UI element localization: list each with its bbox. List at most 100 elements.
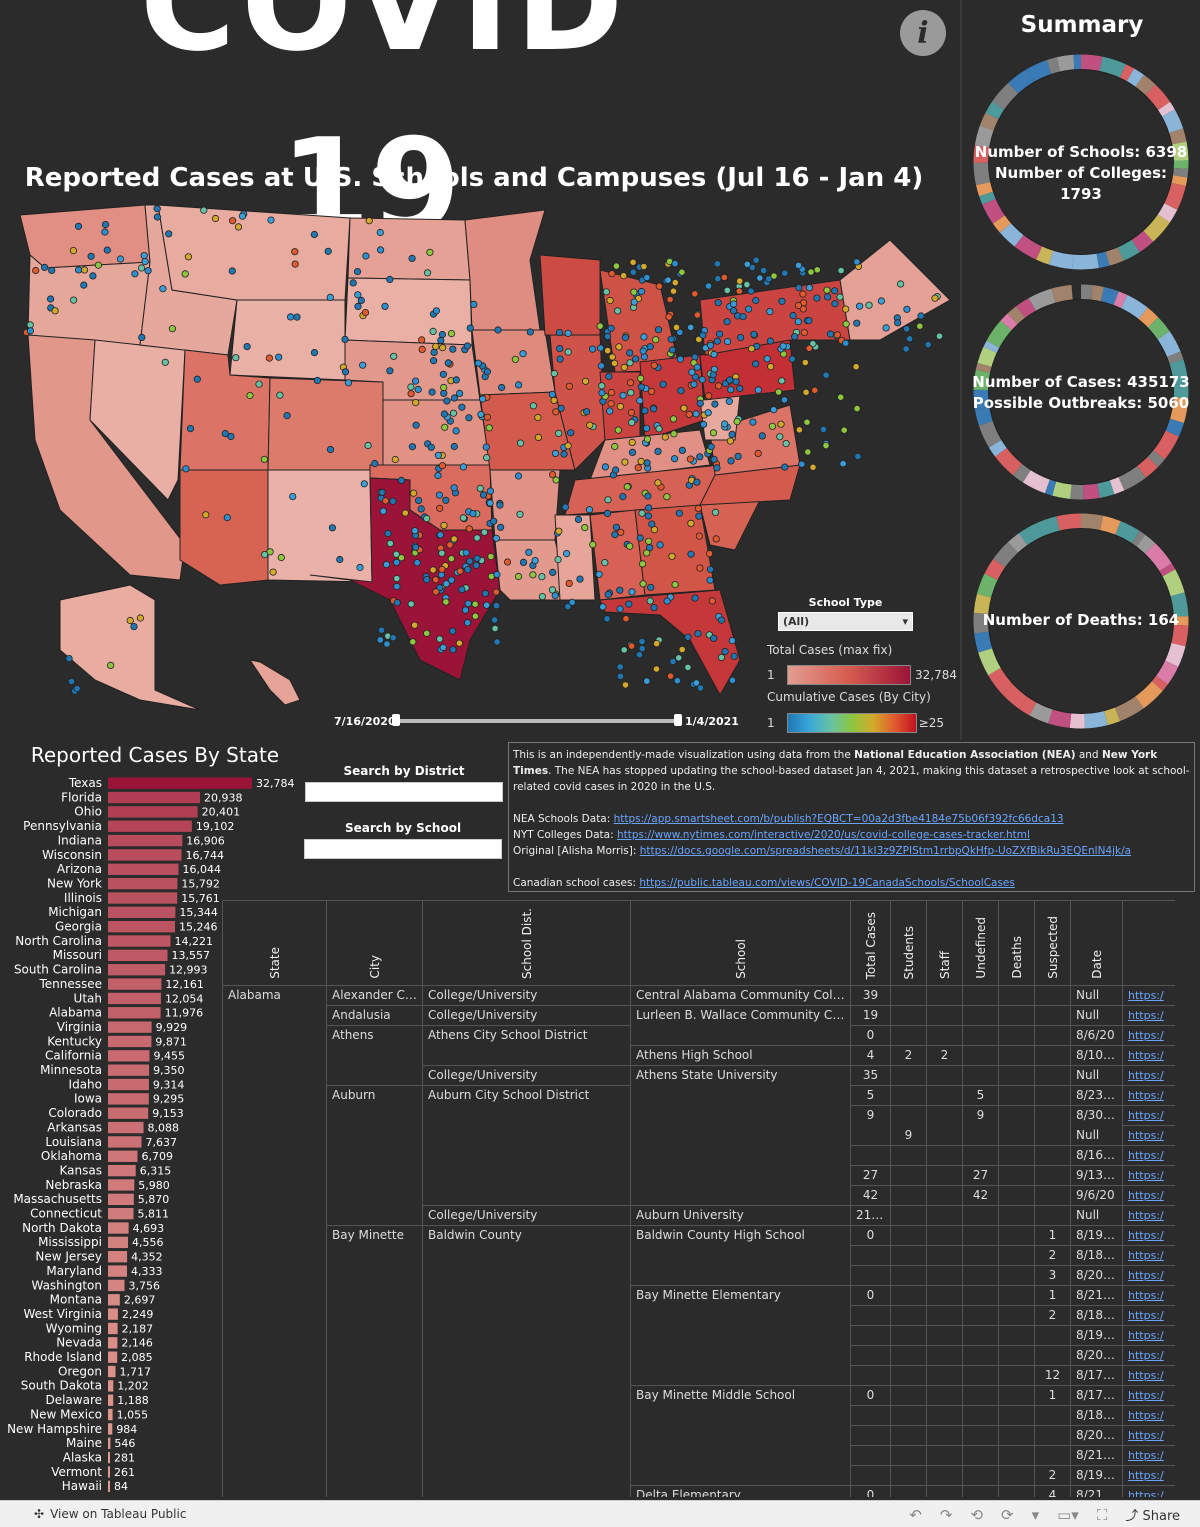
city-dot[interactable] (621, 333, 630, 342)
city-dot[interactable] (389, 497, 397, 505)
cell-source-link[interactable]: https:/ (1122, 1445, 1175, 1466)
city-dot[interactable] (693, 311, 702, 319)
city-dot[interactable] (692, 410, 700, 418)
city-dot[interactable] (794, 301, 803, 310)
city-dot[interactable] (621, 681, 630, 689)
city-dot[interactable] (371, 459, 379, 468)
city-dot[interactable] (444, 359, 452, 367)
city-dot[interactable] (795, 284, 803, 292)
city-dot[interactable] (466, 557, 474, 565)
city-dot[interactable] (392, 550, 400, 558)
city-dot[interactable] (706, 576, 714, 584)
city-dot[interactable] (693, 363, 701, 371)
city-dot[interactable] (138, 333, 146, 341)
donut-segment[interactable] (1014, 234, 1043, 260)
city-dot[interactable] (709, 371, 717, 379)
donut-segment[interactable] (1162, 569, 1185, 597)
city-dot[interactable] (598, 382, 606, 390)
city-dot[interactable] (447, 329, 456, 338)
table-row[interactable]: 42 42 9/6/20 https:/ (222, 1185, 1175, 1206)
city-dot[interactable] (32, 266, 40, 275)
city-dot[interactable] (221, 429, 229, 438)
city-dot[interactable] (344, 379, 353, 387)
donut-segment[interactable] (974, 631, 993, 653)
city-dot[interactable] (730, 652, 738, 660)
city-dot[interactable] (935, 332, 944, 340)
city-dot[interactable] (751, 360, 760, 368)
city-dot[interactable] (706, 565, 715, 573)
city-dot[interactable] (768, 422, 777, 430)
city-dot[interactable] (383, 640, 391, 648)
city-dot[interactable] (492, 534, 500, 542)
city-dot[interactable] (606, 407, 614, 415)
table-row[interactable]: Delta Elementary 0 4 8/21/20 https:/ (222, 1485, 1175, 1497)
city-dot[interactable] (447, 555, 455, 563)
donut-segment[interactable] (1046, 57, 1061, 75)
city-dot[interactable] (432, 307, 440, 315)
donut-segment[interactable] (1134, 680, 1163, 709)
city-dot[interactable] (803, 418, 811, 426)
city-dot[interactable] (685, 410, 693, 418)
city-dot[interactable] (519, 350, 527, 358)
city-dot[interactable] (202, 511, 210, 519)
state-bar[interactable] (108, 1136, 142, 1148)
table-row[interactable]: Athens High School 4 2 2 8/10/20 https:/ (222, 1045, 1175, 1066)
city-dot[interactable] (794, 318, 802, 326)
city-dot[interactable] (450, 442, 458, 451)
city-dot[interactable] (743, 260, 751, 268)
city-dot[interactable] (616, 402, 625, 411)
city-dot[interactable] (684, 633, 692, 641)
cell-source-link[interactable]: https:/ (1122, 1145, 1175, 1166)
city-dot[interactable] (690, 380, 698, 388)
donut-segment[interactable] (988, 439, 1008, 457)
city-dot[interactable] (497, 383, 506, 392)
state-bar[interactable] (108, 777, 252, 789)
donut-segment[interactable] (1056, 513, 1082, 531)
city-dot[interactable] (643, 273, 651, 282)
state-bar[interactable] (108, 1208, 134, 1220)
donut-segment[interactable] (1113, 291, 1128, 309)
city-dot[interactable] (637, 287, 646, 296)
city-dot[interactable] (596, 344, 605, 352)
city-dot[interactable] (598, 389, 606, 397)
city-dot[interactable] (414, 496, 423, 505)
city-dot[interactable] (667, 335, 675, 343)
city-dot[interactable] (673, 677, 682, 685)
cell-source-link[interactable]: https:/ (1122, 1465, 1175, 1486)
city-dot[interactable] (652, 336, 660, 344)
city-dot[interactable] (516, 439, 525, 447)
cell-source-link[interactable]: https:/ (1122, 1205, 1175, 1226)
fullscreen-icon[interactable]: ⛶ (1096, 1505, 1108, 1524)
city-dot[interactable] (357, 296, 365, 304)
city-dot[interactable] (581, 523, 589, 532)
city-dot[interactable] (706, 341, 715, 349)
city-dot[interactable] (414, 385, 422, 394)
city-dot[interactable] (432, 342, 440, 350)
donut-segment[interactable] (1168, 128, 1187, 145)
city-dot[interactable] (377, 626, 386, 634)
city-dot[interactable] (529, 402, 538, 410)
city-dot[interactable] (732, 378, 740, 386)
city-dot[interactable] (619, 272, 628, 280)
city-dot[interactable] (423, 575, 431, 584)
nyt-link[interactable]: https://www.nytimes.com/interactive/2020… (616, 829, 1030, 841)
orig-link[interactable]: https://docs.google.com/spreadsheets/d/1… (639, 845, 1132, 857)
city-dot[interactable] (602, 288, 611, 296)
city-dot[interactable] (438, 565, 446, 573)
state-bar[interactable] (108, 992, 161, 1005)
state-bar[interactable] (108, 1164, 136, 1177)
city-dot[interactable] (389, 634, 397, 642)
donut-segment[interactable] (1036, 516, 1061, 537)
city-dot[interactable] (902, 325, 911, 333)
state-bar[interactable] (108, 949, 168, 962)
donut-segment[interactable] (979, 191, 997, 205)
city-dot[interactable] (621, 458, 629, 466)
city-dot[interactable] (565, 382, 574, 390)
state-bar[interactable] (108, 877, 178, 890)
donut-segment[interactable] (988, 667, 1014, 695)
city-dot[interactable] (516, 510, 524, 518)
city-dot[interactable] (710, 634, 718, 642)
city-dot[interactable] (428, 388, 436, 396)
donut-segment[interactable] (1164, 642, 1186, 667)
city-dot[interactable] (665, 313, 673, 321)
